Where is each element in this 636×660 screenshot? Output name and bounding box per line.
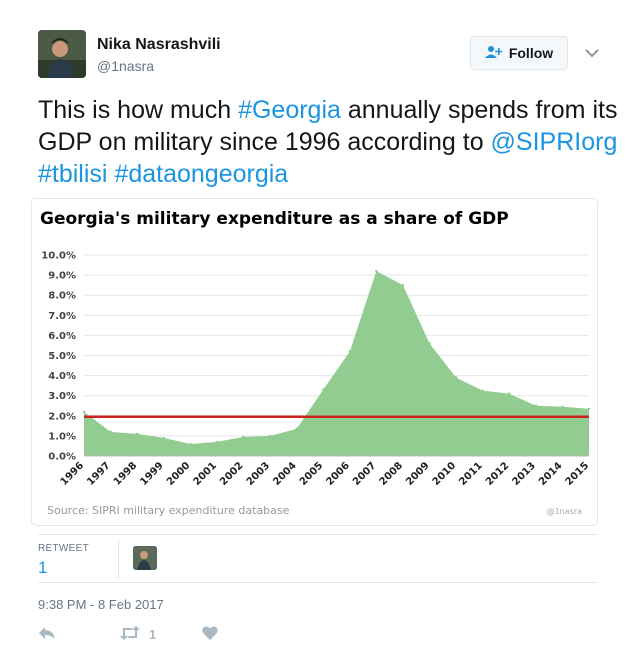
y-tick-label: 1.0%	[48, 431, 76, 442]
retweet-stat-label: RETWEET	[38, 543, 89, 554]
tweet-actions: 1	[38, 626, 338, 648]
data-point	[508, 392, 511, 395]
data-point	[215, 440, 219, 444]
data-point	[82, 410, 86, 413]
y-tick-label: 2.0%	[48, 411, 76, 422]
y-tick-label: 9.0%	[48, 271, 76, 282]
x-tick-label: 2015	[564, 460, 591, 487]
y-tick-label: 4.0%	[48, 371, 76, 382]
retweet-stat-count[interactable]: 1	[38, 558, 48, 577]
user-avatar[interactable]	[38, 30, 86, 78]
data-point	[375, 269, 378, 273]
tweet-text-link[interactable]: #Georgia	[238, 96, 341, 124]
retweet-button[interactable]: 1	[119, 626, 156, 643]
data-point	[481, 389, 484, 392]
reply-button[interactable]	[38, 626, 56, 643]
retweeter-avatar[interactable]	[133, 546, 157, 570]
data-point	[189, 442, 192, 446]
chart-title: Georgia's military expenditure as a shar…	[40, 209, 509, 229]
data-point	[454, 376, 458, 379]
chart-source: Source: SIPRI military expenditure datab…	[47, 504, 290, 517]
x-tick-label: 2009	[404, 460, 431, 487]
x-tick-label: 2013	[510, 460, 537, 487]
y-tick-label: 5.0%	[48, 351, 76, 362]
x-tick-label: 2003	[245, 460, 272, 487]
tweet-text: This is how much #Georgia annually spend…	[38, 94, 618, 190]
data-point	[109, 430, 112, 434]
add-user-icon	[484, 45, 503, 62]
x-tick-label: 2010	[431, 460, 458, 487]
data-point	[428, 342, 431, 345]
data-point	[401, 283, 405, 287]
data-point	[322, 388, 325, 391]
tweet-timestamp[interactable]: 9:38 PM - 8 Feb 2017	[38, 597, 164, 612]
x-tick-label: 2011	[457, 460, 484, 487]
x-tick-label: 2001	[192, 460, 219, 487]
x-tick-label: 2004	[271, 460, 298, 487]
data-point	[135, 432, 139, 436]
chevron-down-icon[interactable]	[584, 46, 600, 58]
data-point	[587, 407, 591, 410]
chart-credit: @1nasra	[547, 507, 583, 516]
x-tick-label: 2007	[351, 460, 378, 487]
retweet-count: 1	[149, 627, 157, 642]
reply-icon	[38, 626, 56, 643]
data-point	[162, 436, 165, 440]
x-tick-label: 1999	[138, 460, 165, 487]
x-tick-label: 2000	[165, 460, 192, 487]
series-area	[84, 271, 589, 456]
y-tick-label: 10.0%	[41, 251, 76, 262]
data-point	[242, 435, 245, 439]
x-tick-label: 2002	[218, 460, 245, 487]
follow-button[interactable]: Follow	[470, 36, 568, 70]
divider	[38, 534, 598, 535]
y-tick-label: 6.0%	[48, 331, 76, 342]
user-name[interactable]: Nika Nasrashvili	[97, 36, 221, 53]
follow-label: Follow	[508, 45, 554, 61]
x-tick-label: 1997	[85, 460, 112, 487]
data-point	[268, 434, 272, 438]
x-tick-label: 1996	[59, 460, 86, 487]
x-tick-label: 2006	[324, 460, 351, 487]
tweet-text-link[interactable]: #tbilisi	[38, 160, 108, 188]
x-tick-label: 2012	[484, 460, 511, 487]
y-tick-label: 8.0%	[48, 291, 76, 302]
tweet-text-segment: This is how much	[38, 96, 239, 124]
y-tick-label: 3.0%	[48, 391, 76, 402]
stat-separator	[118, 540, 119, 578]
heart-icon	[202, 626, 218, 643]
like-button[interactable]	[202, 626, 218, 643]
x-tick-label: 2005	[298, 460, 325, 487]
x-tick-label: 1998	[112, 460, 139, 487]
divider	[38, 582, 598, 583]
retweet-icon	[119, 626, 141, 643]
y-tick-label: 0.0%	[48, 452, 76, 463]
tweet-text-link[interactable]: @SIPRIorg	[490, 128, 618, 156]
tweet-text-link[interactable]: #dataongeorgia	[114, 160, 289, 188]
data-point	[348, 350, 351, 353]
x-tick-label: 2008	[378, 460, 405, 487]
tweet-media-chart[interactable]: Georgia's military expenditure as a shar…	[31, 198, 598, 526]
y-tick-label: 7.0%	[48, 311, 76, 322]
area-chart: 0.0% 1.0% 2.0% 3.0% 4.0% 5.0% 6.0% 7.0% 8.0% 9.0%…	[41, 251, 591, 518]
data-point	[534, 404, 538, 407]
data-point	[561, 405, 564, 408]
data-point	[295, 427, 298, 431]
user-handle[interactable]: @1nasra	[97, 58, 155, 74]
tweet-text-segment: annually spends from its GDP on military…	[38, 96, 618, 156]
x-tick-label: 2014	[537, 460, 564, 487]
